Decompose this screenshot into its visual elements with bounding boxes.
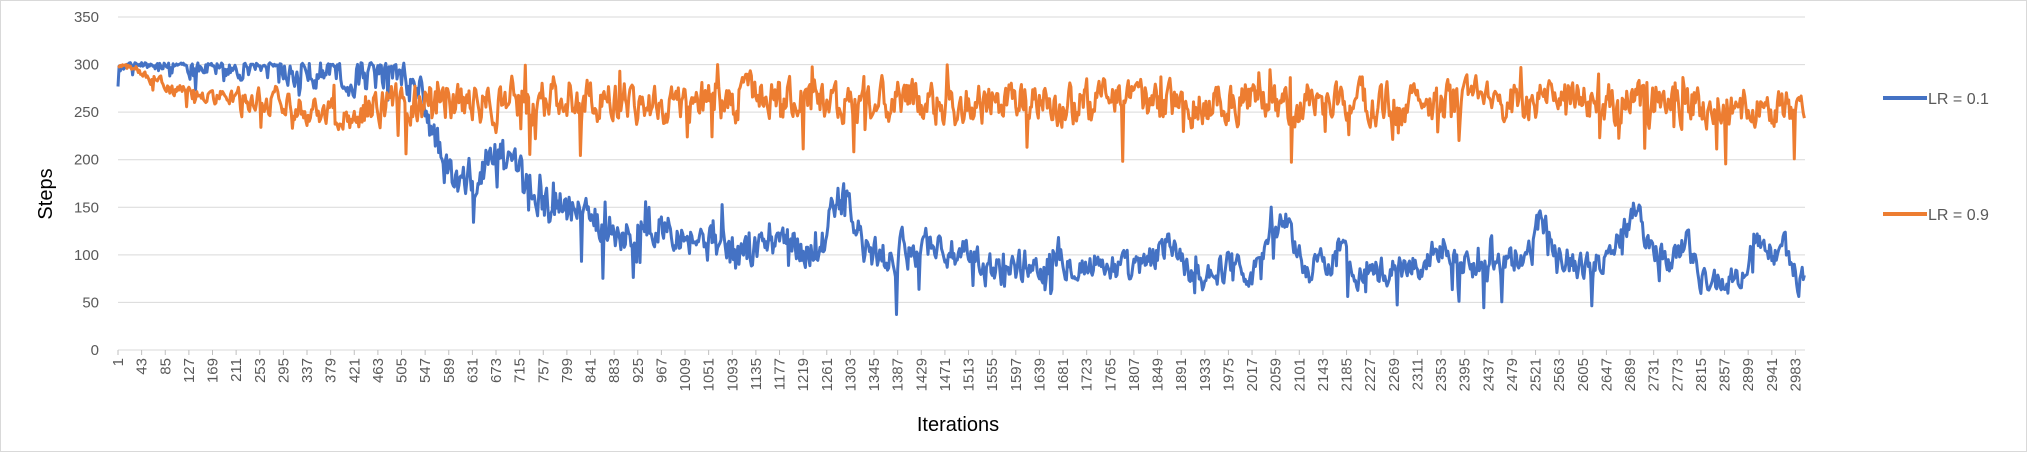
x-tick-label: 1975: [1220, 358, 1237, 391]
x-tick-label: 127: [181, 358, 198, 383]
x-tick-label: 337: [299, 358, 316, 383]
x-tick-label: 2815: [1693, 358, 1710, 391]
x-tick-label: 2059: [1268, 358, 1285, 391]
x-tick-label: 1471: [937, 358, 954, 391]
x-tick-label: 85: [157, 358, 174, 375]
x-tick-label: 925: [630, 358, 647, 383]
legend: LR = 0.1 LR = 0.9: [1883, 91, 1989, 224]
x-tick-label: 2311: [1409, 358, 1426, 390]
x-tick-label: 1051: [701, 358, 718, 391]
x-tick-label: 295: [275, 358, 292, 383]
x-tick-label: 1261: [819, 358, 836, 391]
x-tick-label: 799: [559, 358, 576, 383]
y-tick-label: 0: [91, 342, 99, 359]
y-tick-label: 150: [74, 199, 99, 216]
x-tick-label: 2857: [1717, 358, 1734, 391]
x-tick-label: 2185: [1339, 358, 1356, 391]
x-tick-label: 2689: [1622, 358, 1639, 391]
x-tick-label: 2941: [1764, 358, 1781, 391]
x-tick-label: 2143: [1315, 358, 1332, 391]
x-tick-label: 883: [606, 358, 623, 383]
x-tick-label: 43: [134, 358, 151, 375]
legend-label-2: LR = 0.9: [1928, 207, 1989, 224]
x-tick-label: 169: [205, 358, 222, 383]
x-tick-label: 1597: [1008, 358, 1025, 391]
x-tick-label: 1303: [842, 358, 859, 391]
x-tick-label: 2983: [1787, 358, 1804, 391]
x-tick-label: 1135: [748, 358, 765, 390]
x-tick-label: 547: [417, 358, 434, 383]
x-tick-label: 2353: [1433, 358, 1450, 391]
x-tick-label: 253: [252, 358, 269, 383]
x-tick-label: 841: [583, 358, 600, 383]
x-tick-label: 967: [653, 358, 670, 383]
x-tick-label: 2773: [1669, 358, 1686, 391]
x-tick-label: 1723: [1079, 358, 1096, 391]
x-tick-label: 379: [323, 358, 340, 383]
x-tick-label: 2521: [1528, 358, 1545, 391]
x-tick-label: 1807: [1126, 358, 1143, 391]
x-tick-label: 2563: [1551, 358, 1568, 391]
x-tick-label: 1387: [890, 358, 907, 391]
x-tick-label: 2605: [1575, 358, 1592, 391]
x-tick-label: 1639: [1031, 358, 1048, 391]
x-tick-label: 1093: [724, 358, 741, 391]
x-tick-label: 589: [441, 358, 458, 383]
series-line-1: [116, 61, 1806, 316]
x-tick-label: 1177: [772, 358, 789, 390]
x-tick-label: 2731: [1646, 358, 1663, 391]
x-tick-label: 211: [228, 358, 245, 382]
x-tick-label: 715: [512, 358, 529, 383]
x-tick-label: 505: [394, 358, 411, 383]
y-tick-label: 250: [74, 104, 99, 121]
x-tick-label: 2395: [1457, 358, 1474, 391]
x-tick-label: 1219: [795, 358, 812, 391]
x-tick-label: 673: [488, 358, 505, 383]
x-axis-ticks: 1 43 85 127 169 211 253 295 337 379 421 463 505 547 58…: [110, 350, 1804, 391]
x-tick-label: 631: [464, 358, 481, 383]
x-tick-label: 463: [370, 358, 387, 383]
legend-label-1: LR = 0.1: [1928, 91, 1989, 108]
x-tick-label: 1513: [961, 358, 978, 391]
y-tick-label: 300: [74, 57, 99, 74]
x-tick-label: 2101: [1291, 358, 1308, 391]
x-tick-label: 1555: [984, 358, 1001, 391]
series-line-2: [117, 63, 1806, 166]
y-axis-ticks: 0 50 100 150 200 250 300 350: [74, 9, 99, 359]
x-tick-label: 1933: [1197, 358, 1214, 391]
x-tick-label: 1: [110, 358, 127, 366]
x-tick-label: 2899: [1740, 358, 1757, 391]
x-tick-label: 1345: [866, 358, 883, 391]
x-tick-label: 2269: [1386, 358, 1403, 391]
y-tick-label: 100: [74, 247, 99, 264]
x-tick-label: 1891: [1173, 358, 1190, 391]
x-tick-label: 2479: [1504, 358, 1521, 391]
y-tick-label: 200: [74, 152, 99, 169]
series-lines: [116, 61, 1806, 316]
x-tick-label: 1429: [913, 358, 930, 391]
x-tick-label: 1765: [1102, 358, 1119, 391]
x-tick-label: 421: [346, 358, 363, 383]
x-axis-title: Iterations: [917, 414, 999, 436]
y-axis-title: Steps: [35, 168, 57, 219]
x-tick-label: 2227: [1362, 358, 1379, 391]
y-tick-label: 50: [82, 294, 99, 311]
x-tick-label: 1681: [1055, 358, 1072, 391]
x-tick-label: 1849: [1150, 358, 1167, 391]
x-tick-label: 1009: [677, 358, 694, 391]
gridlines: [118, 16, 1805, 351]
x-tick-label: 2647: [1598, 358, 1615, 391]
x-tick-label: 757: [535, 358, 552, 383]
x-tick-label: 2017: [1244, 358, 1261, 391]
x-tick-label: 2437: [1480, 358, 1497, 391]
y-tick-label: 350: [74, 9, 99, 26]
